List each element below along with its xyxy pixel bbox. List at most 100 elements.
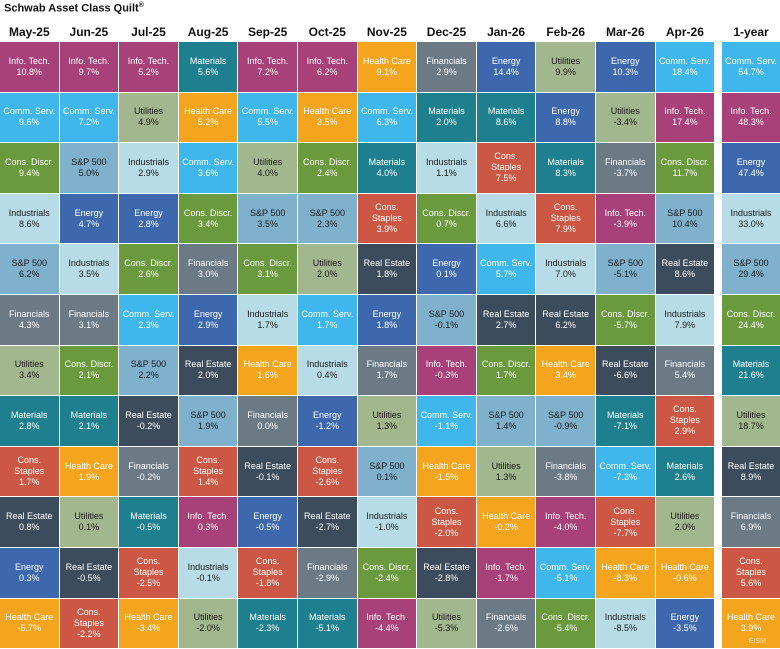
quilt-cell-mar-26-real-estate: Real Estate -6.6% [596, 345, 655, 396]
quilt-cell-jun-25-financials: Financials 3.1% [59, 295, 119, 345]
cell-value: 5.6% [197, 66, 219, 77]
cell-value: -3.4% [613, 117, 638, 128]
cell-value: -6.6% [613, 370, 638, 381]
cell-sector-label: Utilities [431, 612, 461, 623]
quilt-cell-nov-25-energy: Energy 1.8% [357, 295, 417, 345]
cell-sector-label: Comm. Serv. [599, 460, 652, 471]
quilt-cell-may-25-sandp-500: S&P 500 6.2% [0, 244, 59, 294]
cell-value: -1.1% [434, 420, 459, 431]
cell-value: 8.3% [555, 167, 576, 178]
cell-sector-label: Industrials [664, 308, 706, 319]
quilt-cell-aug-25-financials: Financials 3.0% [178, 244, 238, 294]
cell-value: 6.2% [317, 66, 338, 77]
cell-sector-label: Utilities [670, 511, 700, 522]
cell-value: -0.2% [136, 420, 161, 431]
cell-value: 29.4% [738, 269, 764, 280]
cell-value: 14.4% [493, 66, 519, 77]
cell-sector-label: Cons. Discr. [660, 156, 710, 167]
cell-sector-label: Materials [666, 460, 704, 471]
cell-sector-label: Financials [545, 460, 586, 471]
quilt-cell-sep-25-cons-staples: Cons. Staples -1.8% [238, 548, 297, 598]
cell-value: -2.6% [494, 623, 518, 634]
cell-sector-label: Energy [432, 258, 461, 269]
quilt-cell-nov-25-financials: Financials 1.7% [357, 345, 417, 396]
quilt-cell-sep-25-utilities: Utilities 4.0% [238, 143, 297, 193]
quilt-cell-sep-25-financials: Financials 0.0% [238, 396, 297, 446]
quilt-cell-aug-25-utilities: Utilities -2.0% [178, 598, 238, 649]
cell-sector-label: Comm. Serv. [658, 55, 711, 66]
quilt-cell-oct-25-real-estate: Real Estate -2.7% [298, 497, 357, 547]
cell-sector-label: Cons. [77, 606, 101, 617]
quilt-cell-jul-25-industrials: Industrials 2.9% [119, 143, 178, 193]
cell-sector-label: Staples [14, 466, 45, 477]
cell-sector-label: Industrials [247, 308, 289, 319]
cell-value: -2.6% [315, 477, 340, 488]
cell-sector-label: Health Care [422, 460, 471, 471]
quilt-cell-1-year-cons-discr: Cons. Discr. 24.4% [722, 295, 780, 345]
cell-sector-label: Comm. Serv. [182, 156, 235, 167]
cell-sector-label: Energy [736, 156, 766, 167]
cell-sector-label: Materials [368, 156, 406, 167]
cell-value: 33.0% [738, 218, 764, 229]
column-header-sep-25: Sep-25 [248, 25, 288, 39]
quilt-cell-feb-26-comm-serv: Comm. Serv. -5.1% [536, 548, 595, 598]
cell-value: 9.1% [376, 66, 398, 77]
cell-value: 3.1% [78, 319, 100, 330]
quilt-cell-apr-26-real-estate: Real Estate 8.6% [655, 244, 715, 294]
cell-value: 1.7% [317, 319, 338, 330]
cell-value: 1.8% [376, 319, 398, 330]
cell-value: 5.4% [674, 370, 696, 381]
quilt-cell-oct-25-cons-discr: Cons. Discr. 2.4% [298, 143, 357, 193]
cell-sector-label: Cons. Discr. [183, 207, 233, 218]
quilt-cell-may-25-energy: Energy 0.3% [0, 548, 59, 598]
cell-value: -5.1% [613, 269, 638, 280]
cell-sector-label: Financials [187, 258, 229, 269]
quilt-cell-dec-25-industrials: Industrials 1.1% [417, 143, 476, 193]
quilt-cell-jan-26-health-care: Health Care -0.2% [476, 497, 536, 547]
quilt-cell-may-25-health-care: Health Care -5.7% [0, 598, 59, 649]
quilt-cell-1-year-industrials: Industrials 33.0% [722, 193, 780, 244]
cell-value: 3.5% [78, 269, 100, 280]
quilt-cell-nov-25-info-tech: Info. Tech. -4.4% [357, 598, 417, 649]
quilt-cell-sep-25-info-tech: Info. Tech. 7.2% [238, 42, 297, 92]
cell-sector-label: Info. Tech. [664, 106, 706, 117]
cell-value: 0.4% [317, 370, 338, 381]
quilt-cell-dec-25-utilities: Utilities -5.3% [417, 598, 476, 649]
cell-sector-label: S&P 500 [130, 359, 167, 370]
cell-sector-label: Financials [730, 511, 772, 522]
cell-value: 3.4% [555, 370, 576, 381]
quilt-cell-aug-25-cons-discr: Cons. Discr. 3.4% [178, 193, 238, 244]
quilt-cell-jan-26-utilities: Utilities 1.3% [476, 446, 536, 497]
quilt-cell-sep-25-industrials: Industrials 1.7% [238, 295, 297, 345]
quilt-cell-dec-25-energy: Energy 0.1% [417, 244, 476, 294]
cell-value: 9.4% [19, 167, 40, 178]
cell-value: 7.5% [495, 173, 517, 184]
cell-sector-label: Industrials [425, 156, 467, 167]
quilt-cell-feb-26-info-tech: Info. Tech. -4.0% [536, 497, 595, 547]
quilt-cell-dec-25-info-tech: Info. Tech. -0.3% [417, 345, 476, 396]
quilt-cell-feb-26-real-estate: Real Estate 6.2% [536, 295, 595, 345]
column-header-oct-25: Oct-25 [308, 25, 346, 39]
cell-sector-label: S&P 500 [369, 460, 405, 471]
cell-value: 3.5% [317, 117, 338, 128]
cell-value: 10.3% [612, 66, 639, 77]
quilt-cell-aug-25-comm-serv: Comm. Serv. 3.6% [178, 143, 238, 193]
cell-value: -2.2% [77, 628, 101, 639]
cell-sector-label: Energy [193, 308, 223, 319]
cell-sector-label: Cons. [255, 556, 280, 567]
cell-value: 1.4% [197, 477, 219, 488]
cell-value: 1.6% [257, 370, 278, 381]
cell-value: -3.9% [613, 218, 638, 229]
cell-sector-label: Comm. Serv. [301, 308, 354, 319]
cell-sector-label: Utilities [372, 409, 402, 420]
cell-value: 0.3% [19, 572, 40, 583]
cell-sector-label: S&P 500 [190, 409, 226, 420]
quilt-cell-apr-26-financials: Financials 5.4% [655, 345, 715, 396]
cell-sector-label: Financials [485, 612, 527, 623]
quilt-cell-1-year-cons-staples: Cons. Staples 5.6% [722, 548, 780, 598]
column-header-mar-26: Mar-26 [605, 25, 645, 39]
cell-value: 9.7% [78, 66, 100, 77]
cell-sector-label: Cons. [494, 151, 518, 162]
cell-value: 2.2% [138, 370, 159, 381]
cell-sector-label: Cons. Discr. [362, 561, 412, 572]
